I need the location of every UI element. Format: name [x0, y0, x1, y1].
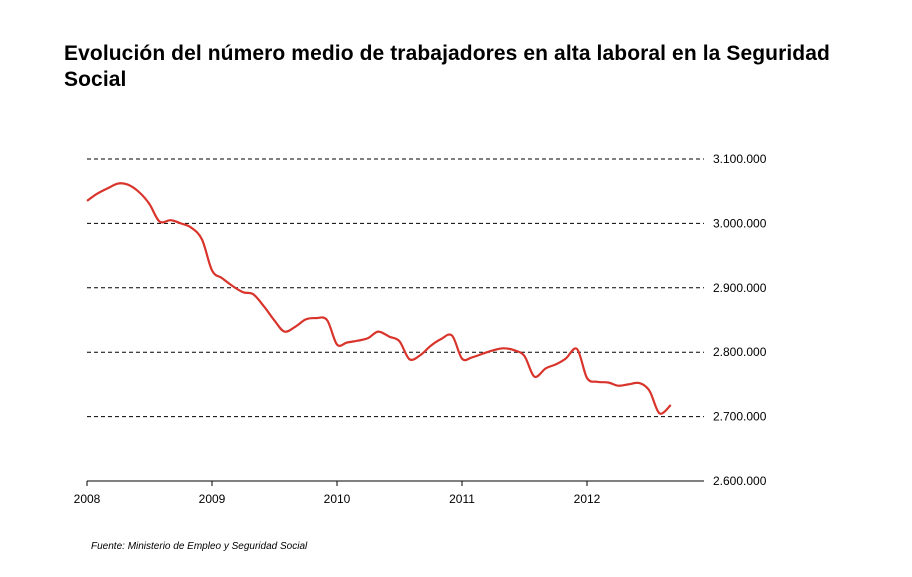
y-tick-label: 3.000.000: [713, 216, 767, 230]
y-tick-labels: 2.600.000 2.700.000 2.800.000 2.900.000 3.00…: [713, 152, 767, 488]
gridlines: [87, 158, 704, 418]
y-tick-label: 2.600.000: [713, 474, 767, 488]
series-line-0: [86, 182, 672, 415]
x-tick-labels: 2008 2009 2010 2011 2012: [74, 492, 601, 506]
chart-title: Evolución del número medio de trabajador…: [64, 42, 830, 91]
x-tick-label: 2010: [324, 492, 351, 506]
x-tick-label: 2011: [449, 492, 475, 506]
x-tick-label: 2009: [199, 492, 226, 506]
series-group: [86, 182, 672, 415]
y-tick-label: 2.700.000: [713, 410, 767, 424]
x-axis: [86, 480, 704, 486]
y-tick-label: 2.800.000: [713, 345, 767, 359]
x-tick-label: 2012: [574, 492, 601, 506]
x-tick-label: 2008: [74, 492, 101, 506]
y-tick-label: 2.900.000: [713, 281, 767, 295]
source-note: Fuente: Ministerio de Empleo y Seguridad…: [91, 541, 308, 552]
y-tick-label: 3.100.000: [713, 152, 767, 166]
